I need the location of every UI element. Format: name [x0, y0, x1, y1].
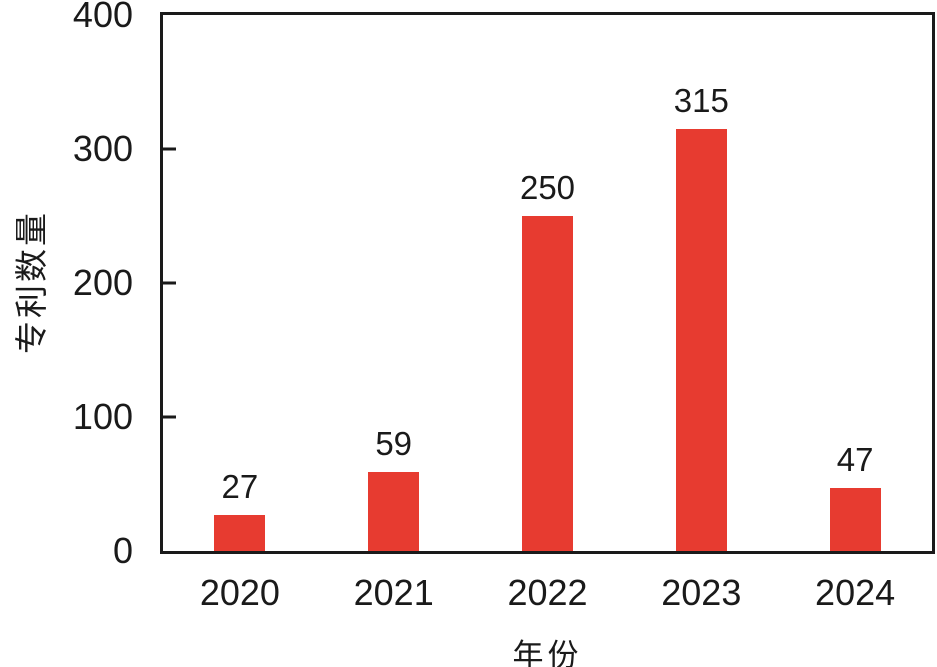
y-tick-label: 400	[72, 0, 133, 35]
y-tick-mark	[163, 147, 176, 151]
x-tick-label: 2024	[815, 572, 896, 613]
y-tick-label: 0	[112, 530, 133, 571]
bar-value-label: 59	[375, 424, 413, 462]
bar-value-label: 250	[519, 169, 576, 206]
bar	[522, 216, 573, 551]
x-tick-label: 2022	[507, 572, 588, 613]
bar	[675, 128, 727, 551]
bar	[829, 488, 881, 551]
y-tick-mark	[163, 415, 176, 419]
plot-area: 0 100 200 300 400 27 2020 59 2021 250 2022 315 2023 4…	[73, 0, 935, 611]
y-tick-label: 300	[72, 128, 133, 169]
bar-value-label: 47	[836, 441, 874, 479]
bar	[368, 471, 420, 551]
y-tick-label: 200	[72, 262, 133, 303]
y-tick-mark	[163, 281, 176, 285]
x-axis-title: 年份	[512, 638, 583, 667]
bar	[214, 514, 266, 551]
y-tick-label: 100	[72, 396, 133, 437]
x-tick-label: 2021	[353, 572, 434, 613]
y-axis-title: 专利数量	[13, 210, 50, 354]
bar-value-label: 27	[221, 467, 259, 505]
x-tick-label: 2020	[199, 572, 280, 613]
x-tick-label: 2023	[661, 572, 742, 613]
bar-value-label: 315	[673, 81, 729, 119]
